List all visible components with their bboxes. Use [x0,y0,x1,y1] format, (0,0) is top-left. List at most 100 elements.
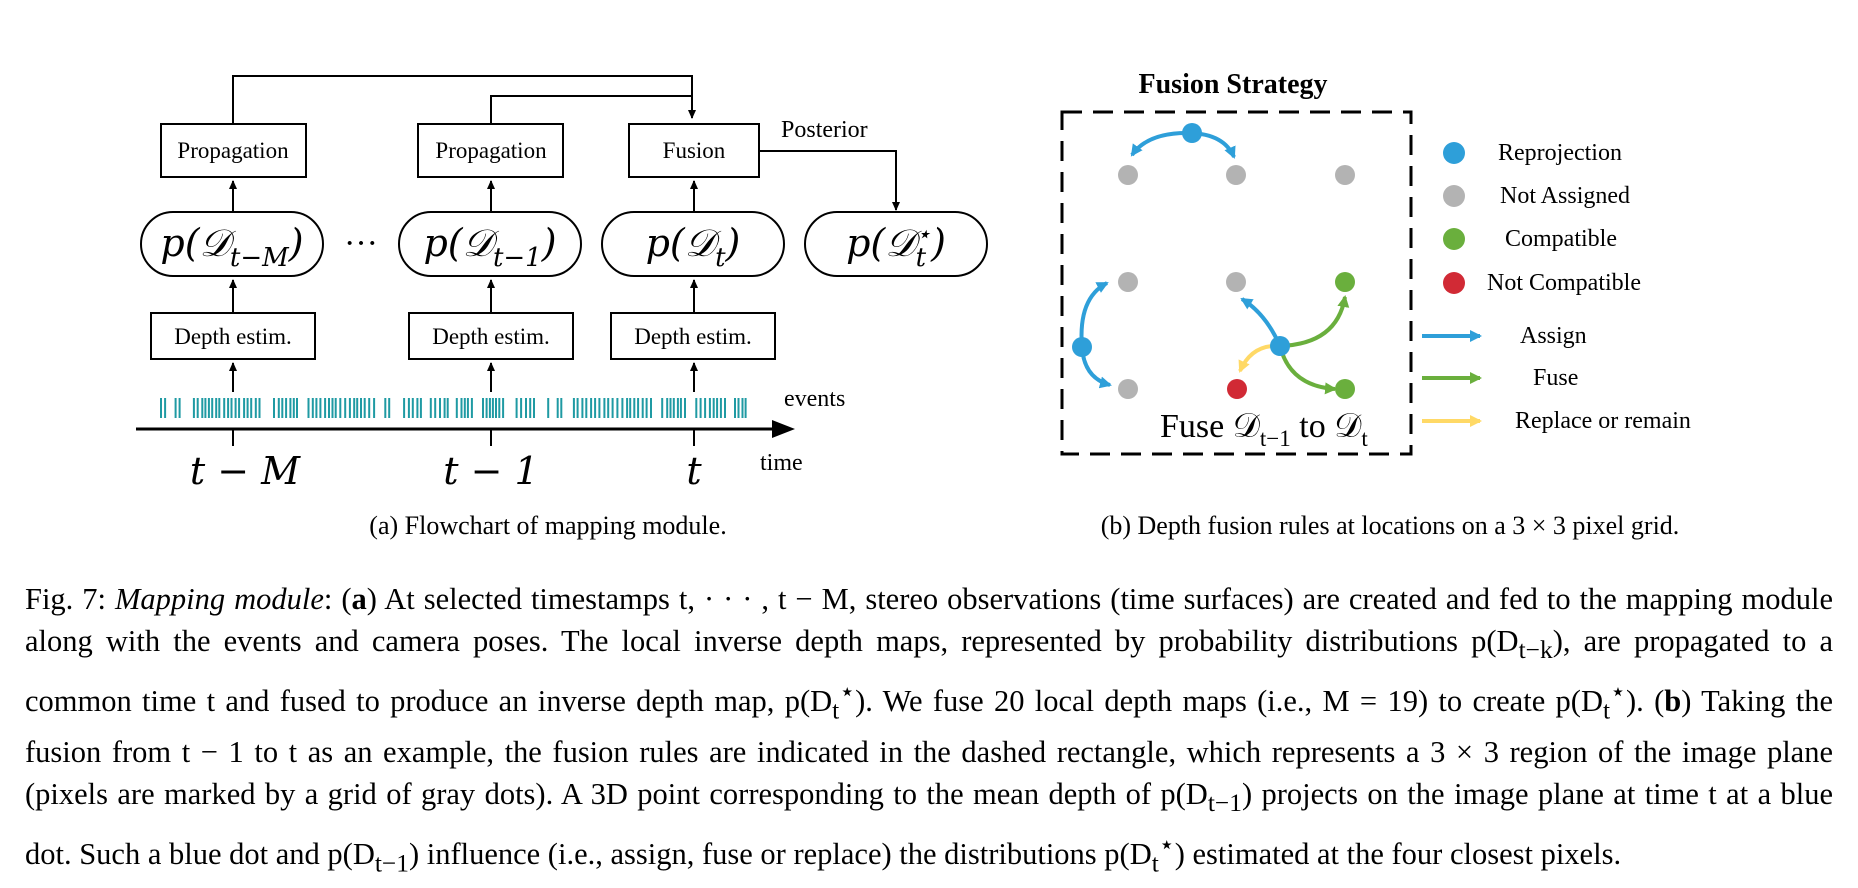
event-stripe [485,398,488,418]
event-stripe [315,398,318,418]
svg-text:Propagation: Propagation [435,138,547,163]
event-stripe [744,398,747,418]
event-stripe [174,398,177,418]
event-stripe [547,398,550,418]
fusion-strategy-title: Fusion Strategy [1139,69,1328,100]
svg-text:p(𝒟t): p(𝒟t) [646,221,741,273]
event-stripe [419,398,422,418]
event-stripe [741,398,744,418]
event-stripe [223,398,226,418]
grid-dot [1118,165,1138,185]
depth-estim-box-2: Depth estim. [408,312,574,360]
event-stripe [319,398,322,418]
event-stripe [676,398,679,418]
event-stripe [712,398,715,418]
event-stripe [281,398,284,418]
depth-estim-box-1: Depth estim. [150,312,316,360]
svg-text:Fusion: Fusion [663,138,726,163]
event-stripe [460,398,463,418]
event-stripe [666,398,669,418]
dist-t-minus-M: p(𝒟t−M) [140,211,324,277]
grid-dot-compatible [1335,379,1355,399]
legend-fuse: Fuse [1533,365,1578,391]
event-stripe [515,398,518,418]
event-stripe [164,398,167,418]
event-stripe [637,398,640,418]
flowchart-panel: Posterior Propagation Propagation Fusion… [136,75,988,540]
event-stripe [463,398,466,418]
legend-compatible: Compatible [1505,226,1617,252]
dist-t: p(𝒟t) [601,211,785,277]
assign-arrows [1079,130,1282,389]
event-stripe [211,398,214,418]
dist-t-minus-1: p(𝒟t−1) [398,211,582,277]
legend-not-compatible-marker [1443,272,1465,294]
legend-reprojection: Reprojection [1498,140,1622,166]
event-stripe [572,398,575,418]
event-stripe [495,398,497,418]
event-stripe [373,398,376,418]
event-stripe [207,398,210,418]
event-stripe [491,398,494,418]
event-stripe [324,398,327,418]
figure: Posterior Propagation Propagation Fusion… [136,69,1691,540]
event-stripe [581,398,584,418]
fusion-box: Fusion [628,123,760,178]
event-stripe [254,398,257,418]
event-stripe [238,398,241,418]
event-stripe [443,398,446,418]
event-stripe [307,398,310,418]
event-stripe [384,398,387,418]
grid-dot-not-compatible [1227,379,1247,399]
legend-replace: Replace or remain [1515,408,1691,434]
caption-fig-label: Fig. 7: [25,582,107,616]
event-stripe [607,398,610,418]
event-stripe [661,398,664,418]
svg-text:p(𝒟t−1): p(𝒟t−1) [423,221,556,273]
event-stripe [218,398,221,418]
event-stripe [227,398,230,418]
fuse-arrows [1278,295,1350,395]
legend-compatible-marker [1443,228,1465,250]
event-stripe [684,398,686,418]
grid-dot [1118,379,1138,399]
propagation-box-2: Propagation [417,123,564,178]
events-label: events [784,386,845,412]
caption-title: Mapping module [115,582,324,616]
event-stripe [292,398,295,418]
tick-t-minus-M: t − M [190,449,301,493]
dist-t-star: p(𝒟t⋆) [804,211,988,277]
event-stripe [529,398,532,418]
event-stripe [353,398,356,418]
event-stripe [429,398,432,418]
grid-dot [1226,165,1246,185]
dashed-region [1060,110,1413,456]
event-stripe [416,398,419,418]
ellipsis: ··· [344,225,378,262]
fusion-strategy-panel: Fusion Strategy [1060,69,1691,540]
event-stripe [641,398,644,418]
event-stripe [704,398,707,418]
event-stripe [348,398,351,418]
event-stripe [204,398,207,418]
event-stripe [360,398,362,418]
event-stripe [285,398,288,418]
legend-assign: Assign [1520,323,1587,349]
event-stripe [621,398,624,418]
event-stripe [339,398,342,418]
legend: Reprojection Not Assigned Compatible Not… [1422,140,1691,434]
event-stripe [407,398,410,418]
event-stripe [277,398,280,418]
event-stripe [192,398,195,418]
event-stripe [434,398,437,418]
caption-part-a: a [351,582,367,616]
svg-text:Depth estim.: Depth estim. [174,324,292,349]
event-stripe [289,398,292,418]
event-stripe [502,398,505,418]
event-stripe [470,398,473,418]
pixel-dots [1072,123,1355,399]
event-stripe [645,398,648,418]
event-stripe [669,398,672,418]
caption-text-b1: Taking the fusion from t − 1 to t as an … [25,684,1833,812]
grid-dot-compatible [1335,272,1355,292]
